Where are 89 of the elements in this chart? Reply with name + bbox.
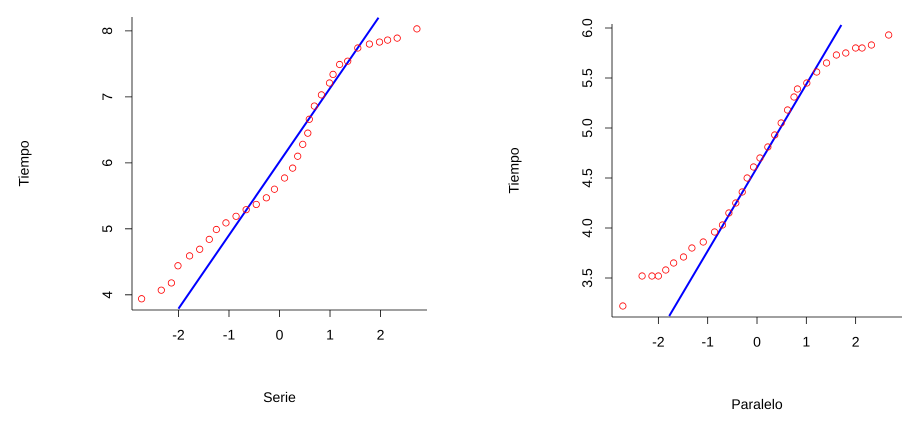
point: [206, 236, 213, 243]
point: [718, 221, 726, 229]
y-tick-label: 4: [102, 291, 112, 298]
point: [294, 152, 302, 160]
point: [868, 41, 876, 49]
y-tick-label: 4.5: [582, 168, 592, 188]
point: [174, 262, 182, 270]
point: [344, 58, 352, 65]
point: [212, 226, 220, 234]
point: [700, 238, 707, 246]
point: [662, 266, 670, 274]
point: [852, 44, 860, 52]
x-tick-label: 2: [852, 336, 859, 347]
point: [803, 79, 810, 87]
y-tick-label: 4.0: [582, 218, 592, 238]
point: [168, 279, 175, 287]
point: [354, 44, 362, 52]
x-tick-label: 2: [377, 330, 384, 340]
point: [771, 131, 778, 139]
x-tick-label: 1: [803, 336, 810, 346]
point: [262, 194, 270, 202]
point: [842, 49, 850, 57]
y-tick-label: 6: [102, 160, 112, 166]
point: [304, 130, 312, 137]
point: [222, 219, 230, 226]
point: [738, 188, 746, 196]
x-tick-label: -2: [652, 336, 664, 347]
point: [638, 272, 646, 280]
y-axis-title: Tiempo: [508, 148, 522, 194]
point: [366, 40, 374, 48]
x-tick-label: -2: [172, 330, 184, 340]
point: [794, 85, 802, 93]
y-tick-label: 5.5: [582, 68, 592, 88]
point: [688, 244, 696, 252]
point: [744, 174, 751, 182]
x-tick-label: 0: [276, 330, 283, 340]
point: [822, 59, 830, 67]
point: [670, 259, 678, 267]
x-tick-label: -1: [223, 330, 235, 340]
point: [376, 38, 384, 46]
point: [778, 119, 785, 127]
point: [326, 79, 334, 87]
point: [790, 93, 798, 101]
point: [306, 116, 313, 123]
x-tick-label: 1: [327, 330, 334, 340]
point: [732, 199, 740, 207]
point: [394, 34, 401, 42]
point: [336, 60, 344, 68]
point: [270, 186, 278, 193]
point: [289, 164, 296, 172]
point: [232, 212, 240, 220]
x-tick-label: -1: [702, 336, 714, 346]
point: [252, 200, 260, 208]
point: [648, 272, 656, 280]
y-axis-title: Tiempo: [18, 141, 32, 186]
point: [813, 68, 820, 76]
point: [299, 140, 306, 148]
y-tick-label: 8: [102, 28, 112, 34]
point: [280, 174, 288, 182]
y-tick-label: 3.5: [582, 268, 592, 288]
point: [196, 246, 204, 253]
point: [138, 295, 146, 302]
point: [158, 286, 165, 294]
point: [310, 102, 318, 110]
point: [885, 31, 892, 39]
point: [832, 51, 840, 59]
point: [764, 143, 772, 151]
y-tick-label: 6.0: [582, 18, 592, 38]
point: [750, 163, 758, 171]
point: [186, 252, 194, 260]
y-tick-label: 5.0: [582, 118, 592, 138]
point: [413, 25, 420, 32]
y-tick-label: 5: [102, 226, 112, 232]
x-axis-title: Serie: [264, 392, 296, 402]
point: [619, 302, 626, 310]
point: [725, 209, 732, 217]
y-tick-label: 7: [102, 94, 112, 100]
point: [384, 36, 392, 44]
point: [680, 253, 688, 261]
point: [858, 44, 866, 52]
point: [784, 106, 792, 114]
point: [654, 272, 662, 280]
point: [329, 70, 337, 78]
x-tick-label: 0: [754, 336, 760, 347]
point: [710, 228, 718, 236]
point: [318, 91, 326, 98]
point: [242, 206, 250, 214]
x-axis-title: Paralelo: [732, 398, 782, 410]
point: [756, 154, 764, 162]
